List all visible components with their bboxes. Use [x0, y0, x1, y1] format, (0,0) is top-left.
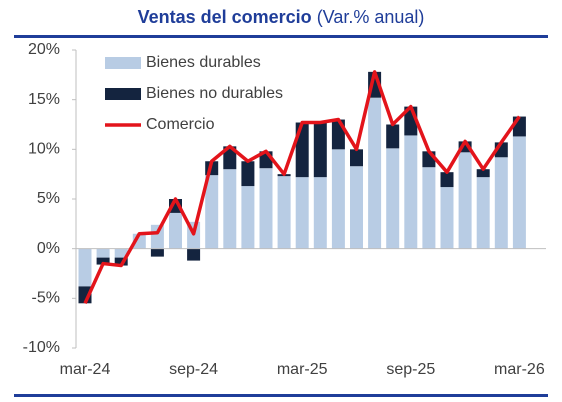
bar — [169, 212, 182, 249]
bar — [259, 168, 273, 249]
top-rule — [14, 35, 548, 38]
bar — [494, 157, 508, 249]
bar — [241, 186, 255, 249]
y-tick-label: 15% — [28, 91, 60, 108]
subtitle: (Var.% anual) — [317, 7, 425, 27]
y-tick-label: -10% — [23, 339, 60, 356]
x-tick-label: mar-24 — [60, 361, 111, 378]
y-tick-label: 10% — [28, 141, 60, 158]
bar — [386, 124, 400, 149]
x-tick-label: mar-25 — [277, 361, 328, 378]
bar — [205, 175, 219, 249]
bar — [78, 248, 92, 287]
bottom-rule — [14, 394, 548, 397]
bar — [476, 177, 490, 249]
chart-title: Ventas del comercio (Var.% anual) — [138, 7, 425, 27]
bar — [386, 148, 400, 249]
bar — [277, 176, 291, 249]
y-tick-label: 20% — [28, 41, 60, 58]
line — [83, 70, 521, 305]
bar — [458, 152, 472, 249]
bar — [440, 187, 454, 249]
bar — [241, 161, 255, 187]
bar — [331, 149, 345, 249]
legend-label: Bienes no durables — [146, 85, 283, 102]
bar — [404, 135, 418, 249]
bar — [114, 257, 128, 266]
x-tick-label: sep-25 — [386, 361, 435, 378]
bar — [223, 146, 237, 170]
bar — [150, 224, 164, 249]
y-tick-label: 5% — [37, 190, 60, 207]
title: Ventas del comercio — [138, 7, 312, 27]
bar — [96, 257, 110, 265]
bar — [295, 177, 309, 249]
y-tick-label: -5% — [32, 290, 60, 307]
bar — [114, 248, 128, 258]
bar — [96, 248, 110, 258]
bar — [350, 149, 363, 167]
bar — [350, 166, 363, 249]
bar — [368, 97, 382, 249]
bar — [313, 177, 327, 249]
bar — [187, 248, 201, 261]
legend-swatch — [105, 57, 141, 69]
bar — [422, 167, 436, 249]
plot: -10% -5% 0% 5% 10% 15% 20% mar-24 sep-24 mar-25 se… — [23, 41, 546, 378]
bar — [476, 169, 490, 178]
bar — [150, 248, 164, 257]
legend-swatch — [105, 88, 141, 100]
bar — [512, 136, 526, 249]
legend-label: Bienes durables — [146, 54, 261, 71]
y-tick-label: 0% — [37, 240, 60, 257]
bar — [223, 169, 237, 249]
bar — [440, 172, 454, 188]
bar — [313, 122, 327, 178]
bar — [458, 141, 472, 153]
legend-label: Comercio — [146, 116, 215, 133]
bars — [78, 71, 526, 304]
x-tick-label: mar-26 — [494, 361, 545, 378]
x-tick-label: sep-24 — [169, 361, 218, 378]
ticks: -10% -5% 0% 5% 10% 15% 20% mar-24 sep-24 mar-25 se… — [23, 41, 546, 378]
legend: Bienes durables Bienes no durables Comerci… — [105, 54, 283, 133]
